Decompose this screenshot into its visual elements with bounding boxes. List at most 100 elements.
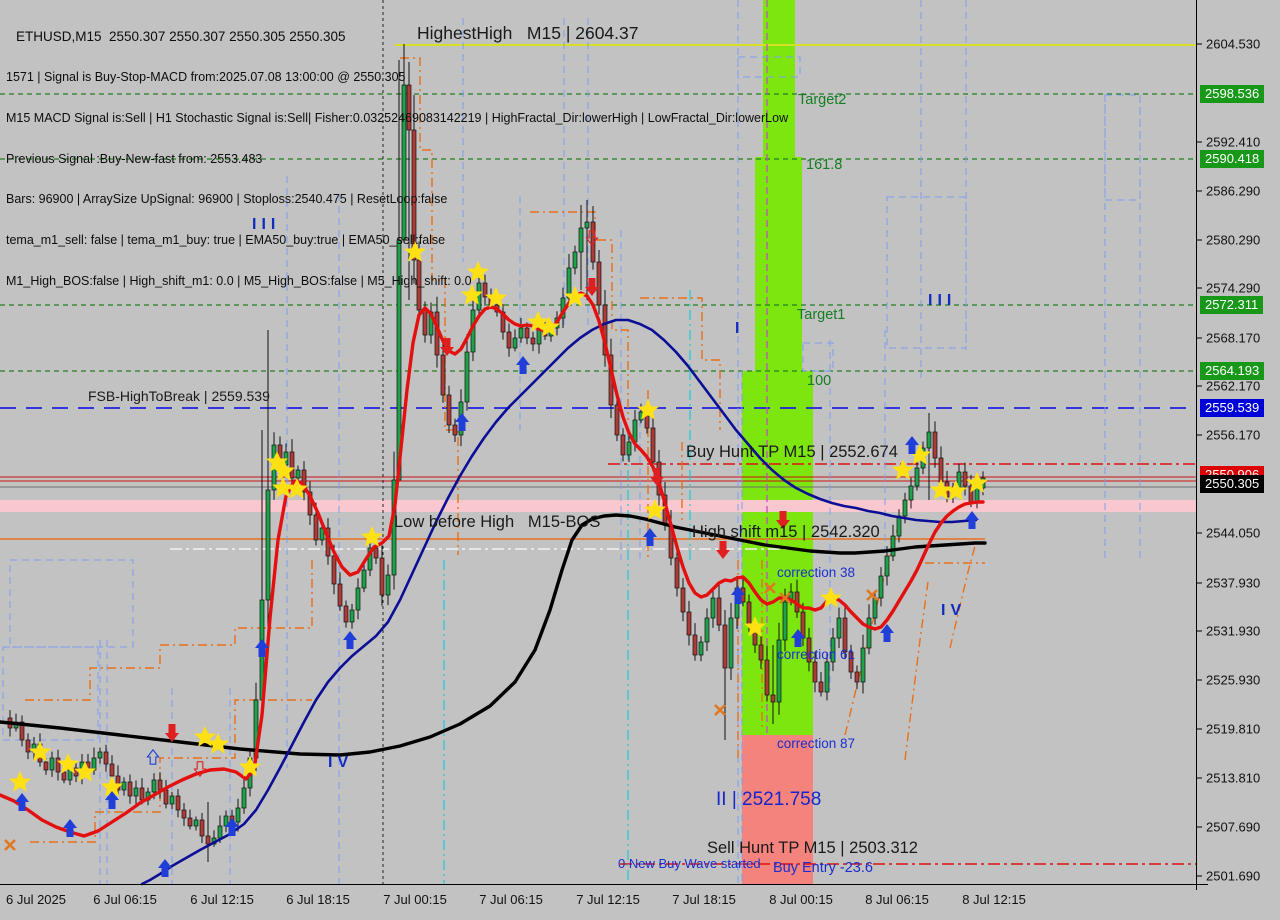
buy-arrow-icon xyxy=(880,624,894,642)
time-tick-label: 6 Jul 12:15 xyxy=(190,892,254,907)
high-shift-label: High shift m15 | 2542.320 xyxy=(692,523,880,541)
star-signal-icon xyxy=(9,771,31,792)
price-tick-label: 2537.930 xyxy=(1206,575,1261,591)
star-signal-icon xyxy=(101,776,123,797)
sell-hunt-tp-label: Sell Hunt TP M15 | 2503.312 xyxy=(707,839,918,857)
star-signal-icon xyxy=(361,526,383,547)
price-tick-label: 2568.170 xyxy=(1206,330,1261,346)
correction-61-label: correction 61 xyxy=(777,647,856,662)
sell-arrow-icon xyxy=(440,338,454,356)
star-signal-icon xyxy=(239,756,261,777)
price-badge-black: 2550.305 xyxy=(1200,475,1265,493)
star-signal-icon xyxy=(538,316,560,337)
tema-ema-line: tema_m1_sell: false | tema_m1_buy: true … xyxy=(6,233,446,248)
symbol-quote-line: ETHUSD,M15 2550.307 2550.307 2550.305 25… xyxy=(16,29,346,45)
price-tick-label: 2519.810 xyxy=(1206,721,1261,737)
exit-cross-icon xyxy=(714,704,726,716)
price-badge-green: 2572.311 xyxy=(1200,296,1264,314)
star-signal-icon xyxy=(273,460,295,481)
exit-cross-icon xyxy=(764,582,776,594)
price-tick-label: 2513.810 xyxy=(1206,770,1261,786)
sell-arrow-icon xyxy=(776,511,790,529)
sell-arrow-icon xyxy=(165,724,179,742)
price-tick-label: 2525.930 xyxy=(1206,672,1261,688)
time-tick-label: 7 Jul 12:15 xyxy=(576,892,640,907)
time-tick-label: 6 Jul 2025 xyxy=(6,892,66,907)
correction-38-label: correction 38 xyxy=(777,565,856,580)
hollow-sell-arrow-icon xyxy=(193,761,207,778)
time-axis[interactable]: 6 Jul 2025 6 Jul 06:15 6 Jul 12:15 6 Jul 18… xyxy=(0,892,1280,916)
price-tick-label: 2501.690 xyxy=(1206,868,1261,884)
buy-arrow-icon xyxy=(731,586,745,604)
fsb-high-to-break-label: FSB-HighToBreak | 2559.539 xyxy=(88,388,270,404)
price-tick-label: 2531.930 xyxy=(1206,623,1261,639)
exit-cross-icon xyxy=(779,592,791,604)
bars-stoploss-line: Bars: 96900 | ArraySize UpSignal: 96900 … xyxy=(6,192,448,207)
sell-arrow-icon xyxy=(585,278,599,296)
price-tick-label: 2574.290 xyxy=(1206,280,1261,296)
exit-cross-icon xyxy=(4,839,16,851)
price-tick-label: 2562.170 xyxy=(1206,378,1261,394)
fib-extension-zone-top xyxy=(763,0,795,157)
star-signal-icon xyxy=(909,444,931,465)
ma-ema50-navy xyxy=(140,318,978,886)
hollow-buy-arrow-icon xyxy=(146,748,160,765)
sell-arrow-icon xyxy=(650,468,664,486)
time-tick-label: 6 Jul 06:15 xyxy=(93,892,157,907)
price-alert-zone xyxy=(0,500,1196,512)
price-axis[interactable]: 2604.530 2592.410 2586.290 2580.290 2574.290… xyxy=(1196,0,1280,890)
correction-87-label: correction 87 xyxy=(777,736,856,751)
star-signal-icon xyxy=(930,479,952,500)
signal-markers xyxy=(4,230,988,877)
price-tick-label: 2586.290 xyxy=(1206,183,1261,199)
wave-iv-left-label: IV xyxy=(328,754,354,771)
star-signal-icon xyxy=(29,741,51,762)
star-signal-icon xyxy=(637,399,659,420)
buy-hunt-tp-label: Buy Hunt TP M15 | 2552.674 xyxy=(686,443,898,461)
star-signal-icon xyxy=(467,261,489,282)
low-before-high-label: Low before High M15-BOS xyxy=(394,513,601,531)
star-signal-icon xyxy=(485,287,507,308)
buy-arrow-icon xyxy=(15,793,29,811)
hollow-sell-arrow-icon xyxy=(585,230,599,247)
star-signal-icon xyxy=(404,241,426,262)
previous-signal-line: Previous Signal :Buy-New-fast from: 2553… xyxy=(6,151,263,166)
price-tick-label: 2604.530 xyxy=(1206,36,1261,52)
wave-i-label: I xyxy=(735,320,745,337)
buy-arrow-icon xyxy=(63,819,77,837)
time-tick-label: 7 Jul 18:15 xyxy=(672,892,736,907)
wave-iii-right-label: III xyxy=(928,292,957,309)
target-2-label: Target2 xyxy=(798,92,847,108)
fib-161-8-label: 161.8 xyxy=(806,157,843,173)
fib-100-label: 100 xyxy=(807,373,832,389)
buy-arrow-icon xyxy=(791,629,805,647)
buy-arrow-icon xyxy=(255,639,269,657)
buy-arrow-icon xyxy=(965,511,979,529)
star-signal-icon xyxy=(461,284,483,305)
price-tick-label: 2556.170 xyxy=(1206,427,1261,443)
price-chart-canvas[interactable] xyxy=(0,0,1214,892)
fib-deep-zone xyxy=(742,735,813,884)
star-signal-icon xyxy=(286,478,308,499)
time-tick-label: 8 Jul 06:15 xyxy=(865,892,929,907)
highest-high-label: HighestHigh M15 | 2604.37 xyxy=(417,23,639,43)
new-buy-wave-label: 0 New Buy Wave started xyxy=(618,856,761,871)
star-signal-icon xyxy=(966,472,988,493)
buy-arrow-icon xyxy=(105,791,119,809)
target-1-label: Target1 xyxy=(797,307,846,323)
price-tick-label: 2507.690 xyxy=(1206,819,1261,835)
star-signal-icon xyxy=(820,587,842,608)
buy-entry-label: Buy Entry -23.6 xyxy=(773,860,873,876)
star-signal-icon xyxy=(207,733,229,754)
price-badge-green: 2598.536 xyxy=(1200,85,1265,103)
price-badge-green: 2590.418 xyxy=(1200,150,1265,168)
buy-arrow-icon xyxy=(158,859,172,877)
price-badge-blue: 2559.539 xyxy=(1200,399,1265,417)
time-tick-label: 7 Jul 00:15 xyxy=(383,892,447,907)
time-tick-label: 8 Jul 12:15 xyxy=(962,892,1026,907)
star-signal-icon xyxy=(945,480,967,501)
star-signal-icon xyxy=(644,499,666,520)
star-signal-icon xyxy=(892,459,914,480)
star-signal-icon xyxy=(74,761,96,782)
